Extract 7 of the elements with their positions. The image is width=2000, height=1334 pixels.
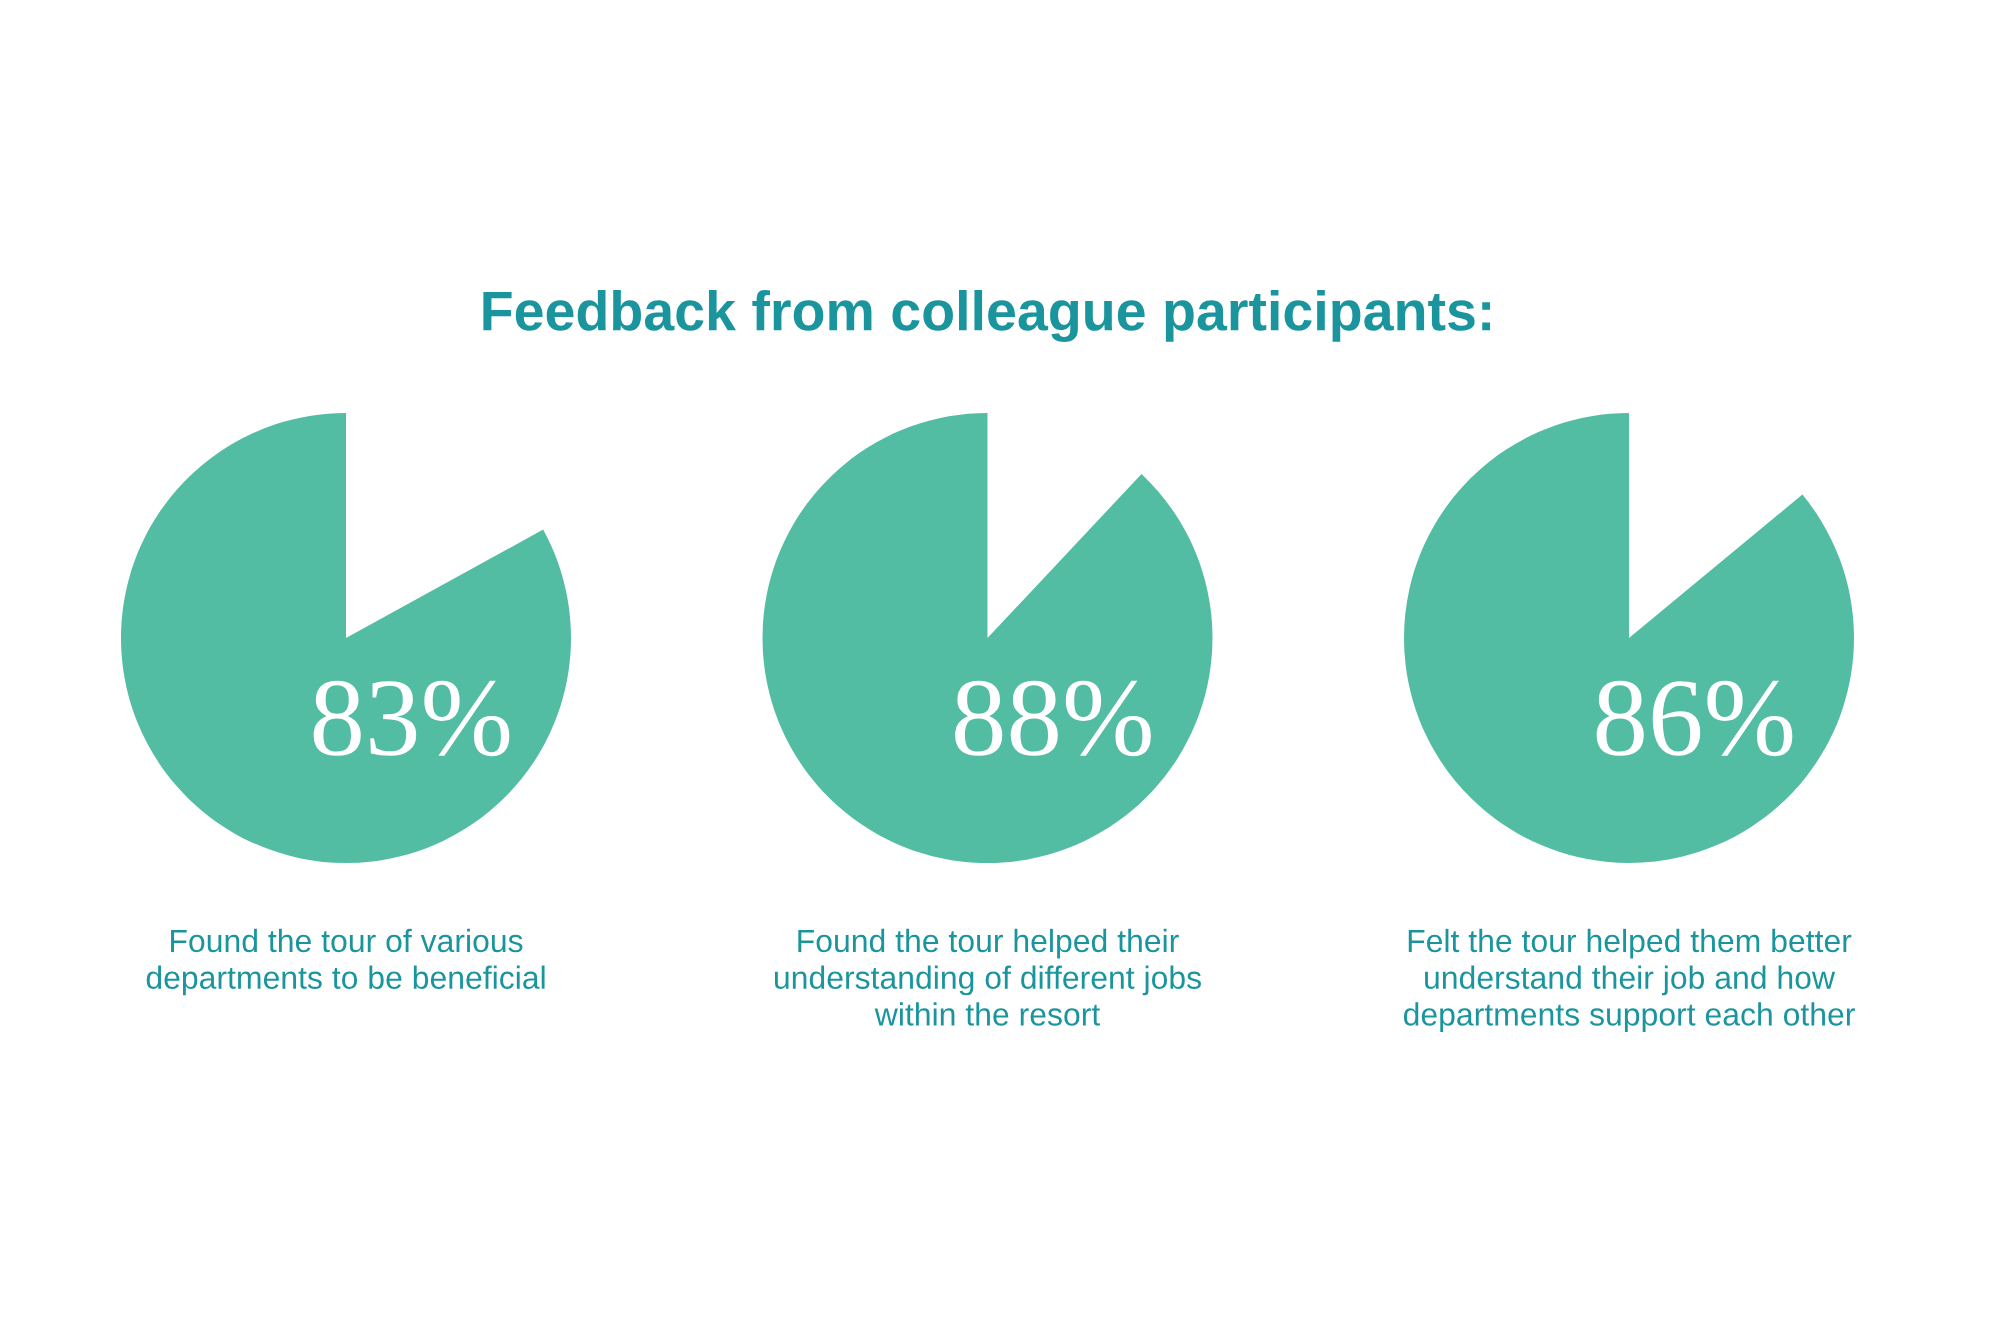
data-label: 83% [313, 680, 510, 757]
slice-label: Felt the tour helped them better understand their job and how departments support each other [1403, 928, 1855, 1033]
slice-label: Found the tour of various departments to be beneficial [146, 928, 545, 996]
data-label: 86% [1596, 680, 1793, 757]
chart-title: Feedback from colleague participants: [483, 289, 1491, 343]
slice-label: Found the tour helped their understanding of different jobs within the resort [774, 928, 1201, 1026]
data-label: 88% [955, 680, 1151, 757]
